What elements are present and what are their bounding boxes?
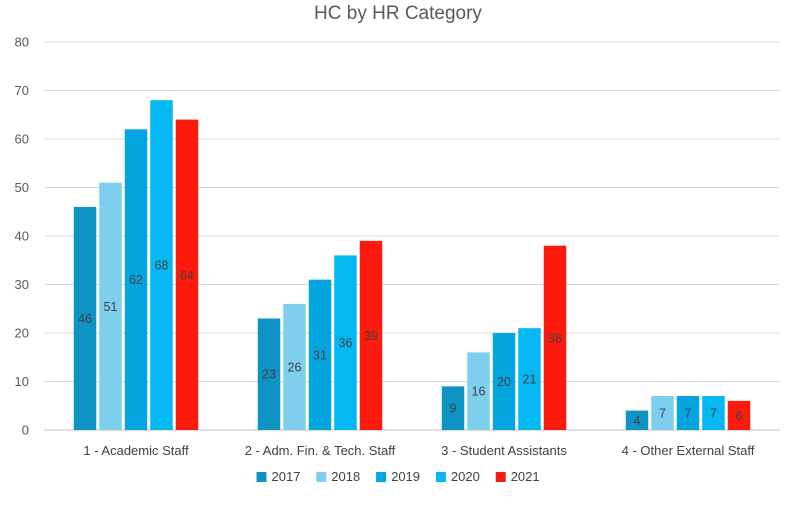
data-label-2017-cat-3: 9 [450, 402, 457, 416]
legend-swatch-2021 [495, 472, 506, 482]
bar-2018-cat-1 [99, 182, 122, 430]
bar-2019-cat-3 [492, 333, 516, 430]
data-label-2021-cat-3: 38 [548, 331, 562, 345]
bar-2017-cat-2 [257, 318, 281, 430]
bar-2021-cat-4 [727, 400, 751, 430]
y-tick-label: 30 [15, 277, 29, 292]
data-label-2021-cat-1: 64 [180, 268, 194, 282]
bar-2019-cat-1 [124, 129, 148, 431]
data-label-2021-cat-4: 6 [736, 409, 743, 423]
data-label-2020-cat-4: 7 [710, 407, 717, 421]
x-category-label: 3 - Student Assistants [441, 443, 567, 458]
bar-2019-cat-4 [676, 396, 700, 430]
data-label-2020-cat-3: 21 [523, 373, 537, 387]
data-labels: 46 51 62 68 64 23 26 31 36 39 9 16 20 21 38 4 7 7 7 6 [78, 259, 742, 428]
x-category-label: 2 - Adm. Fin. & Tech. Staff [245, 443, 396, 458]
chart-title: HC by HR Category [314, 3, 482, 24]
legend-swatch-2018 [316, 472, 327, 482]
legend-label-2019: 2019 [391, 469, 420, 484]
data-label-2018-cat-4: 7 [659, 407, 666, 421]
data-label-2018-cat-3: 16 [472, 385, 486, 399]
y-tick-label: 40 [15, 229, 29, 244]
y-tick-label: 20 [15, 326, 29, 341]
x-axis-categories: 1 - Academic Staff 2 - Adm. Fin. & Tech. … [83, 443, 754, 458]
bars [73, 100, 751, 431]
y-tick-label: 70 [15, 83, 29, 98]
legend: 2017 2018 2019 2020 2021 [256, 469, 540, 484]
bar-2017-cat-1 [73, 206, 97, 430]
legend-label-2021: 2021 [511, 469, 540, 484]
data-label-2017-cat-4: 4 [634, 414, 641, 428]
data-label-2017-cat-1: 46 [78, 312, 92, 326]
y-axis-ticks: 0 10 20 30 40 50 60 70 80 [15, 35, 29, 438]
legend-swatch-2017 [256, 472, 267, 482]
data-label-2018-cat-2: 26 [288, 360, 302, 374]
bar-2017-cat-3 [441, 386, 465, 430]
bar-2019-cat-2 [308, 279, 332, 430]
data-label-2017-cat-2: 23 [262, 368, 276, 382]
bar-2018-cat-3 [467, 352, 490, 430]
legend-swatch-2019 [376, 472, 387, 482]
data-label-2021-cat-2: 39 [364, 329, 378, 343]
bar-2020-cat-2 [334, 255, 357, 430]
y-tick-label: 80 [15, 35, 29, 50]
x-category-label: 1 - Academic Staff [83, 443, 189, 458]
data-label-2019-cat-3: 20 [497, 375, 511, 389]
bar-2021-cat-1 [175, 119, 199, 430]
y-tick-label: 10 [15, 374, 29, 389]
data-label-2020-cat-2: 36 [339, 336, 353, 350]
x-category-label: 4 - Other External Staff [622, 443, 755, 458]
bar-2017-cat-4 [625, 410, 649, 430]
data-label-2019-cat-1: 62 [129, 273, 143, 287]
legend-swatch-2020 [435, 472, 446, 482]
data-label-2020-cat-1: 68 [155, 259, 169, 273]
y-tick-label: 50 [15, 180, 29, 195]
bar-2021-cat-3 [543, 245, 567, 430]
bar-2020-cat-3 [518, 328, 541, 430]
bar-2018-cat-2 [283, 303, 306, 430]
bar-2021-cat-2 [359, 240, 383, 430]
data-label-2018-cat-1: 51 [104, 300, 118, 314]
legend-label-2020: 2020 [451, 469, 480, 484]
legend-label-2018: 2018 [331, 469, 360, 484]
data-label-2019-cat-4: 7 [685, 407, 692, 421]
bar-2018-cat-4 [651, 396, 674, 430]
legend-label-2017: 2017 [272, 469, 301, 484]
data-label-2019-cat-2: 31 [313, 348, 327, 362]
y-tick-label: 0 [22, 423, 29, 438]
y-tick-label: 60 [15, 132, 29, 147]
bar-2020-cat-1 [150, 100, 173, 430]
bar-2020-cat-4 [702, 396, 725, 430]
